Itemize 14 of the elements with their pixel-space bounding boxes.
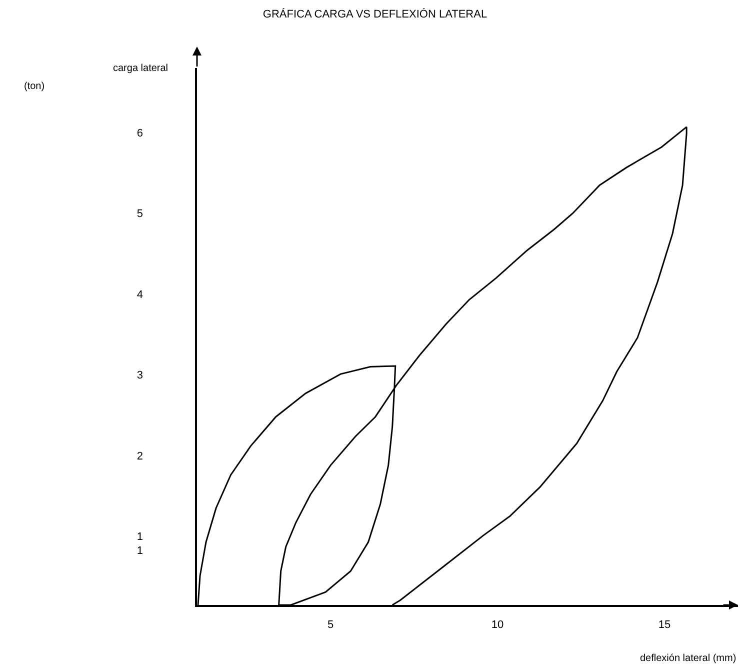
y-axis-title: carga lateral xyxy=(113,63,168,74)
y-tick-label: 1 xyxy=(136,531,144,544)
x-tick-label: 5 xyxy=(328,618,334,631)
y-tick-label: 6 xyxy=(136,127,144,140)
chart-title: GRÁFICA CARGA VS DEFLEXIÓN LATERAL xyxy=(262,8,488,21)
x-tick-label: 15 xyxy=(658,618,671,631)
x-axis-title: deflexión lateral (mm) xyxy=(640,653,736,664)
y-tick-label: 5 xyxy=(136,208,144,220)
text: (ton) xyxy=(24,81,45,92)
x-tick-label: 10 xyxy=(491,618,504,631)
y-tick-label: 2 xyxy=(136,450,144,462)
y-tick-label: 1 xyxy=(136,544,144,557)
y-tick-label: 3 xyxy=(136,370,144,382)
y-tick-label: 4 xyxy=(136,288,144,301)
